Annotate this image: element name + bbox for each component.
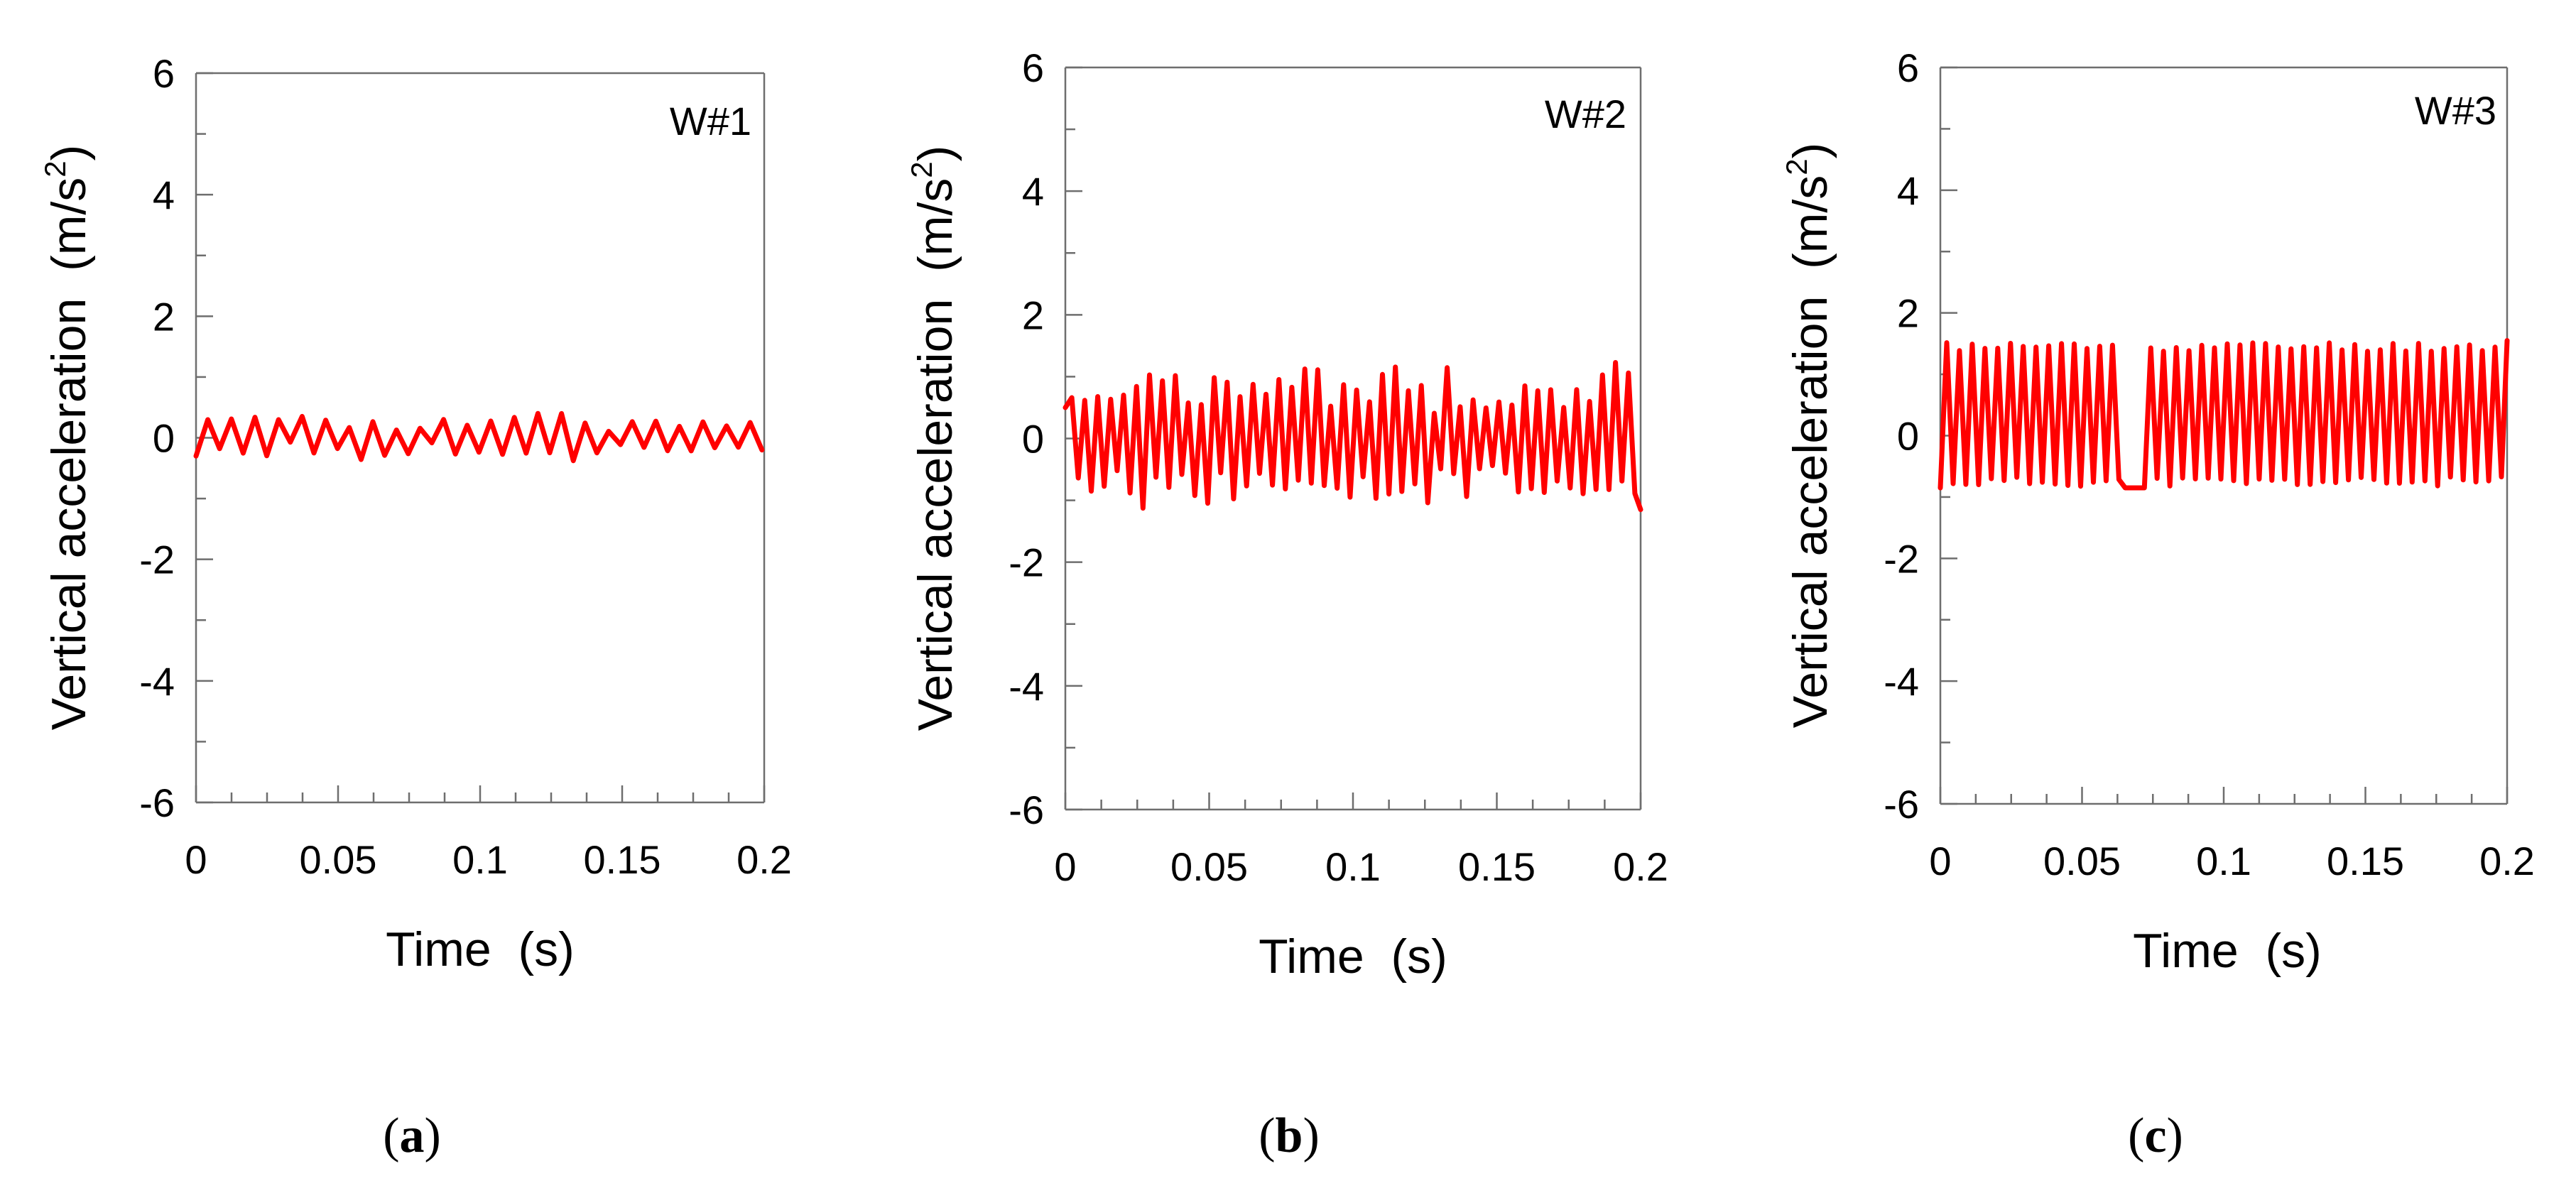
x-tick-label: 0.2 (737, 837, 792, 882)
y-tick-label: 4 (1897, 168, 1919, 213)
x-tick-label: 0 (1054, 844, 1076, 889)
ticks-c (1939, 66, 2509, 805)
y-tick-label: -2 (1884, 536, 1919, 581)
tick-labels-b: -6 -4 -2 0 2 4 6 0 0.05 0.1 0.15 0.2 (1009, 45, 1668, 889)
caption-c: (c) (2128, 1108, 2183, 1163)
x-axis-title-a: Time (s) (386, 922, 575, 976)
panel-label-w2: W#2 (1545, 92, 1626, 136)
y-tick-label: -6 (1009, 788, 1044, 832)
x-tick-label: 0.05 (2043, 839, 2121, 883)
panel-label-w3: W#3 (2415, 88, 2496, 133)
y-tick-label: 2 (153, 294, 175, 339)
y-tick-label: 0 (1022, 417, 1044, 462)
x-tick-label: 0.15 (584, 837, 661, 882)
tick-labels-a: -6 -4 -2 0 2 4 6 0 0.05 0.1 0.15 0.2 (139, 51, 792, 882)
caption-a: (a) (383, 1108, 441, 1163)
y-tick-label: 4 (153, 173, 175, 217)
x-tick-label: 0 (1929, 839, 1951, 883)
y-tick-label: -6 (139, 780, 175, 825)
y-tick-label: -4 (1009, 664, 1044, 709)
x-tick-label: 0.1 (452, 837, 508, 882)
y-axis-title-c: Vertical acceleration (m/s2) (1780, 143, 1837, 729)
x-axis-title-b: Time (s) (1259, 930, 1447, 984)
x-tick-label: 0.2 (1613, 844, 1668, 889)
x-tick-label: 0.15 (2327, 839, 2404, 883)
y-tick-label: 2 (1897, 291, 1919, 336)
y-tick-label: -4 (1884, 659, 1919, 704)
y-tick-label: 6 (1897, 45, 1919, 90)
panel-b: -6 -4 -2 0 2 4 6 0 0.05 0.1 0.15 0.2 W#2 Time (s) V… (905, 45, 1668, 1163)
y-tick-label: 0 (153, 416, 175, 461)
y-tick-label: 6 (153, 51, 175, 96)
y-tick-label: 6 (1022, 45, 1044, 90)
tick-labels-c: -6 -4 -2 0 2 4 6 0 0.05 0.1 0.15 0.2 (1884, 45, 2535, 883)
x-tick-label: 0.15 (1458, 844, 1536, 889)
series-line-w3 (1938, 338, 2510, 491)
panel-a: -6 -4 -2 0 2 4 6 0 0.05 0.1 0.15 0.2 W#1 Time (s) V… (38, 51, 792, 1163)
x-tick-label: 0.05 (1170, 844, 1248, 889)
panel-c: -6 -4 -2 0 2 4 6 0 0.05 0.1 0.15 0.2 W#3 Time (s) V… (1780, 45, 2535, 1163)
panel-label-w1: W#1 (670, 99, 751, 143)
y-tick-label: 0 (1897, 414, 1919, 459)
y-tick-label: 2 (1022, 293, 1044, 337)
y-tick-label: -4 (139, 659, 175, 704)
y-tick-label: -2 (1009, 540, 1044, 585)
x-axis-title-c: Time (s) (2133, 924, 2322, 978)
x-tick-label: 0.1 (2196, 839, 2251, 883)
caption-b: (b) (1259, 1108, 1320, 1163)
x-tick-label: 0.05 (300, 837, 377, 882)
x-tick-label: 0 (185, 837, 207, 882)
series-line-w1 (193, 410, 765, 464)
y-axis-title-a: Vertical acceleration (m/s2) (38, 145, 96, 731)
y-axis-title-b: Vertical acceleration (m/s2) (905, 146, 962, 731)
y-tick-label: -6 (1884, 782, 1919, 827)
y-tick-label: -2 (139, 538, 175, 582)
x-tick-label: 0.1 (1325, 844, 1381, 889)
ticks-a (195, 72, 766, 804)
x-tick-label: 0.2 (2479, 839, 2535, 883)
series-line-w2 (1063, 360, 1643, 513)
y-tick-label: 4 (1022, 169, 1044, 214)
